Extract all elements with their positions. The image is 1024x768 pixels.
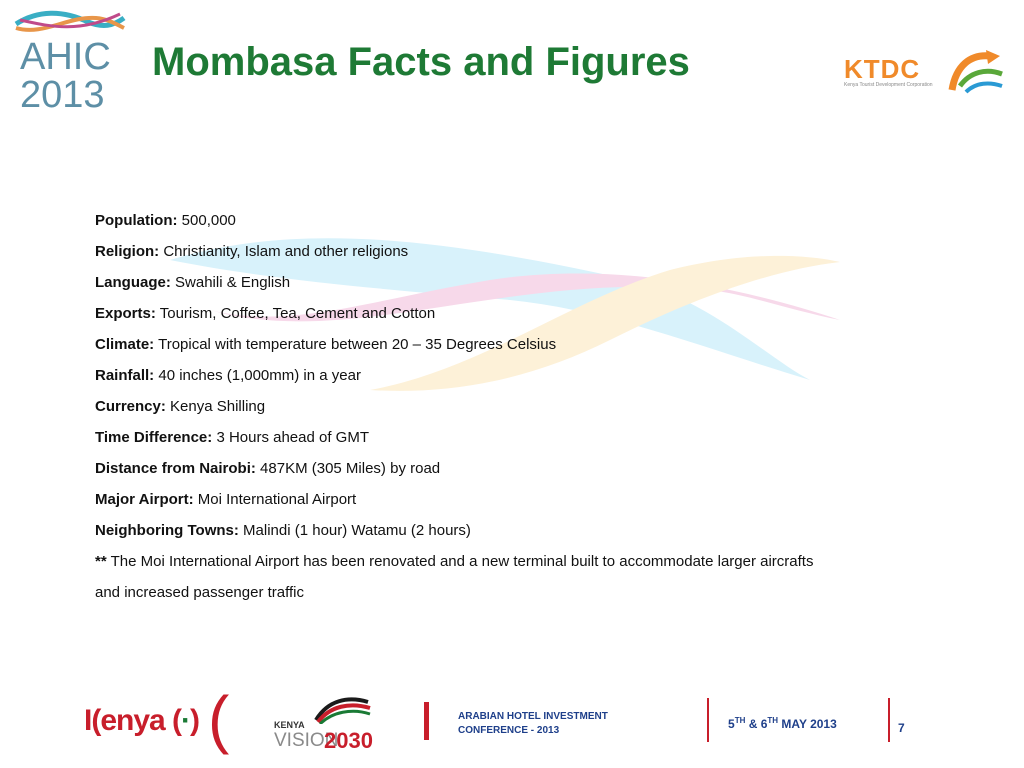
fact-exports: Exports: Tourism, Coffee, Tea, Cement an… xyxy=(95,298,925,329)
fact-label: Time Difference: xyxy=(95,429,213,446)
note-line2: and increased passenger traffic xyxy=(95,584,305,601)
fact-value: 487KM (305 Miles) by road xyxy=(260,460,441,477)
background-ribbons-icon xyxy=(170,238,840,391)
fact-population: Population: 500,000 xyxy=(95,205,925,236)
fact-value: Christianity, Islam and other religions xyxy=(163,243,409,260)
fact-neighboring-towns: Neighboring Towns: Malindi (1 hour) Wata… xyxy=(95,515,925,546)
fact-label: Major Airport: xyxy=(95,491,194,508)
fact-value: Malindi (1 hour) Watamu (2 hours) xyxy=(243,522,471,539)
footer-divider xyxy=(888,698,890,742)
kenya-suffix: ) xyxy=(190,704,200,737)
ktdc-tagline: Kenya Tourist Development Corporation xyxy=(844,82,933,88)
ahic-word: AHIC xyxy=(20,36,111,78)
date-day2: & 6 xyxy=(745,717,768,731)
fact-value: Swahili & English xyxy=(175,274,291,291)
vision-kenya: KENYA xyxy=(274,720,305,730)
date-sup1: TH xyxy=(734,716,746,725)
kenya-dot: · xyxy=(181,704,191,737)
fact-label: Neighboring Towns: xyxy=(95,522,239,539)
kenya-prefix: I(enya ( xyxy=(84,704,182,737)
fact-label: Climate: xyxy=(95,336,155,353)
ktdc-word: KTDC xyxy=(844,54,921,84)
fact-value: Kenya Shilling xyxy=(170,398,266,415)
ktdc-logo: KTDC Kenya Tourist Development Corporati… xyxy=(838,44,1006,100)
fact-note-continued: and increased passenger traffic xyxy=(95,577,925,608)
fact-label: Distance from Nairobi: xyxy=(95,460,256,477)
ahic-year: 2013 xyxy=(20,74,105,116)
footer: I(enya (·) ( KENYA VISION 2030 ARABIAN H… xyxy=(0,684,1024,768)
footer-divider xyxy=(707,698,709,742)
page-number: 7 xyxy=(898,721,905,735)
fact-value: 40 inches (1,000mm) in a year xyxy=(158,367,361,384)
footer-paren: ( xyxy=(208,683,230,755)
fact-label: Religion: xyxy=(95,243,160,260)
conference-date: 5TH & 6TH MAY 2013 xyxy=(728,716,837,731)
fact-label: Language: xyxy=(95,274,171,291)
fact-note: ** The Moi International Airport has bee… xyxy=(95,546,925,577)
vision-flag-ribbon-icon xyxy=(314,697,371,724)
fact-language: Language: Swahili & English xyxy=(95,267,925,298)
facts-list: Population: 500,000 Religion: Christiani… xyxy=(95,205,925,608)
date-month-year: MAY 2013 xyxy=(778,717,837,731)
ahic-logo: AHIC 2013 xyxy=(8,6,128,114)
fact-religion: Religion: Christianity, Islam and other … xyxy=(95,236,925,267)
vision-year: 2030 xyxy=(324,728,373,753)
ktdc-arrow-icon xyxy=(948,50,1003,94)
note-line1: The Moi International Airport has been r… xyxy=(110,553,814,570)
date-sup2: TH xyxy=(767,716,779,725)
date-day1: 5 xyxy=(728,717,735,731)
fact-value: Moi International Airport xyxy=(197,491,357,508)
fact-value: 500,000 xyxy=(181,212,236,229)
fact-climate: Climate: Tropical with temperature betwe… xyxy=(95,329,925,360)
fact-airport: Major Airport: Moi International Airport xyxy=(95,484,925,515)
fact-value: Tourism, Coffee, Tea, Cement and Cotton xyxy=(159,305,436,322)
ahic-swoosh-icon xyxy=(14,10,126,32)
fact-rainfall: Rainfall: 40 inches (1,000mm) in a year xyxy=(95,360,925,391)
conference-name: ARABIAN HOTEL INVESTMENT CONFERENCE - 20… xyxy=(458,710,658,738)
page-title: Mombasa Facts and Figures xyxy=(152,40,690,84)
fact-time-difference: Time Difference: 3 Hours ahead of GMT xyxy=(95,422,925,453)
fact-label: Exports: xyxy=(95,305,156,322)
fact-currency: Currency: Kenya Shilling xyxy=(95,391,925,422)
fact-label: Rainfall: xyxy=(95,367,155,384)
vision-word: VISION xyxy=(274,730,339,751)
conference-line2: CONFERENCE - 2013 xyxy=(458,725,560,736)
vision-2030-logo: KENYA VISION 2030 xyxy=(272,694,392,756)
fact-value: 3 Hours ahead of GMT xyxy=(216,429,370,446)
fact-label: Population: xyxy=(95,212,178,229)
conference-line1: ARABIAN HOTEL INVESTMENT xyxy=(458,711,608,722)
fact-distance: Distance from Nairobi: 487KM (305 Miles)… xyxy=(95,453,925,484)
fact-value: Tropical with temperature between 20 – 3… xyxy=(158,336,557,353)
footer-divider xyxy=(424,702,429,740)
kenya-logo: I(enya (·) xyxy=(84,704,200,738)
note-marker: ** xyxy=(95,553,107,570)
fact-label: Currency: xyxy=(95,398,166,415)
